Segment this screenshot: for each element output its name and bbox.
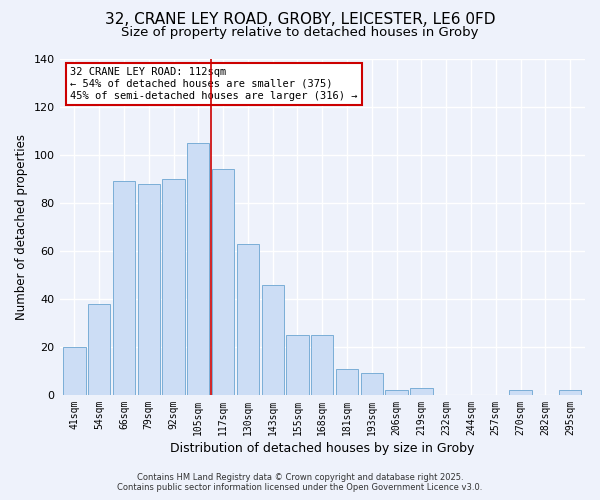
Bar [410, 388, 433, 395]
Text: 32 CRANE LEY ROAD: 112sqm
← 54% of detached houses are smaller (375)
45% of semi: 32 CRANE LEY ROAD: 112sqm ← 54% of detac… [70, 68, 358, 100]
Bar [262, 284, 284, 395]
Bar [63, 347, 86, 395]
Bar [385, 390, 408, 395]
Bar [88, 304, 110, 395]
X-axis label: Distribution of detached houses by size in Groby: Distribution of detached houses by size … [170, 442, 475, 455]
Bar [113, 182, 135, 395]
Bar [559, 390, 581, 395]
Bar [187, 143, 209, 395]
Bar [137, 184, 160, 395]
Text: Contains HM Land Registry data © Crown copyright and database right 2025.
Contai: Contains HM Land Registry data © Crown c… [118, 473, 482, 492]
Bar [286, 335, 308, 395]
Bar [361, 374, 383, 395]
Bar [212, 170, 234, 395]
Y-axis label: Number of detached properties: Number of detached properties [15, 134, 28, 320]
Bar [311, 335, 334, 395]
Text: 32, CRANE LEY ROAD, GROBY, LEICESTER, LE6 0FD: 32, CRANE LEY ROAD, GROBY, LEICESTER, LE… [105, 12, 495, 28]
Bar [163, 179, 185, 395]
Bar [509, 390, 532, 395]
Text: Size of property relative to detached houses in Groby: Size of property relative to detached ho… [121, 26, 479, 39]
Bar [237, 244, 259, 395]
Bar [336, 368, 358, 395]
